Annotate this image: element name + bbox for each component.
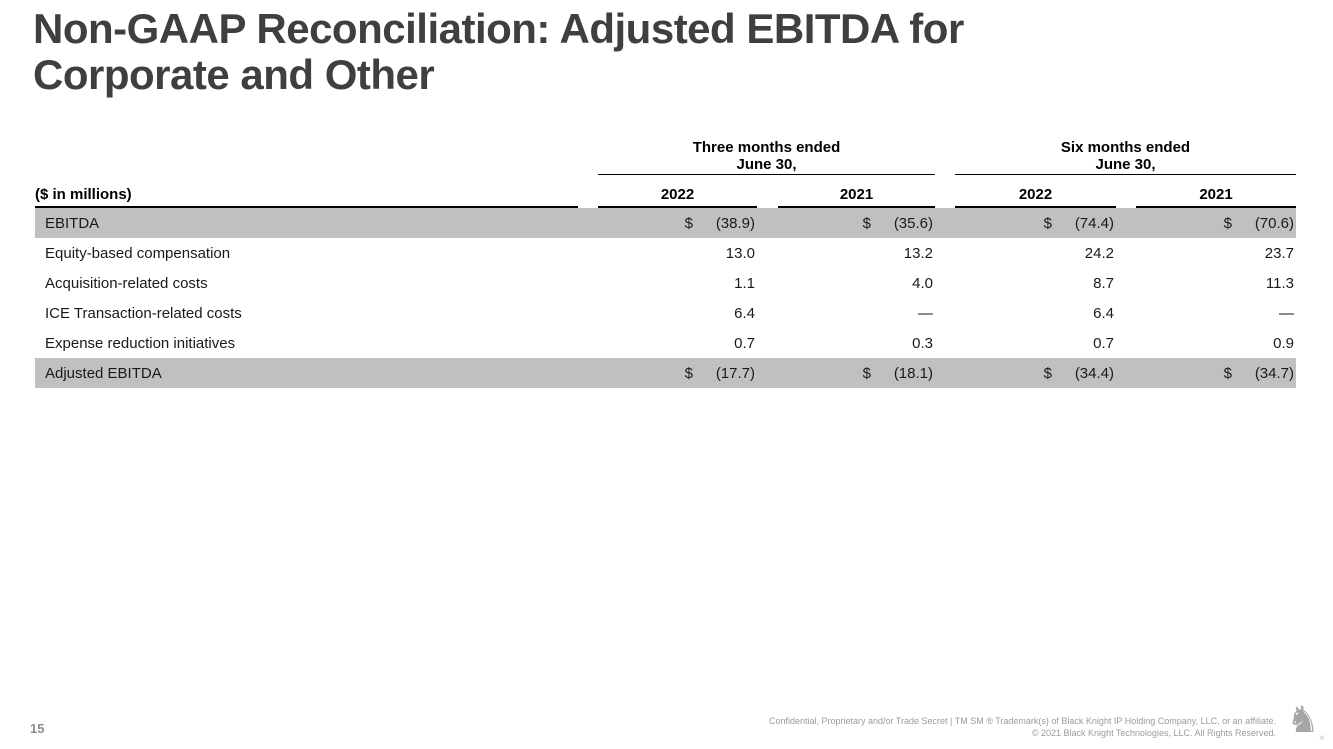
cell-value: (34.4) [1074, 364, 1114, 382]
cell-value: 0.9 [1273, 334, 1294, 352]
cell-value: 1.1 [734, 274, 755, 292]
table-row: Adjusted EBITDA $ (17.7) $ (18.1) $ (34.4) … [35, 358, 1296, 388]
cell-value: 6.4 [1093, 304, 1114, 322]
cell-6mo-2021: $ (34.7) [1136, 365, 1296, 382]
cell-value: 6.4 [734, 304, 755, 322]
currency-symbol: $ [684, 214, 693, 232]
table-row: Expense reduction initiatives 0.7 0.3 0.… [35, 328, 1296, 358]
row-label: Acquisition-related costs [45, 274, 208, 292]
cell-3mo-2021: 13.2 [778, 245, 935, 262]
currency-symbol: $ [684, 364, 693, 382]
cell-value: (35.6) [893, 214, 933, 232]
row-label: Equity-based compensation [45, 244, 231, 262]
cell-3mo-2021: — [778, 305, 935, 322]
cell-3mo-2021: $ (35.6) [778, 215, 935, 232]
currency-symbol: $ [1043, 214, 1052, 232]
cell-value: 0.3 [912, 334, 933, 352]
column-group-six-months-line2: June 30, [1095, 156, 1156, 173]
currency-symbol: $ [1223, 364, 1232, 382]
reconciliation-table: Three months ended June 30, Six months e… [35, 131, 1296, 388]
units-label: ($ in millions) [35, 175, 578, 208]
page-title: Non-GAAP Reconciliation: Adjusted EBITDA… [33, 5, 1273, 99]
cell-value: 24.2 [1084, 244, 1114, 262]
footer-disclaimer-line1: Confidential, Proprietary and/or Trade S… [768, 715, 1276, 726]
year-header-row: ($ in millions) 2022 2021 2022 2021 [35, 175, 1296, 208]
row-label: Expense reduction initiatives [45, 334, 236, 352]
cell-6mo-2022: $ (34.4) [955, 365, 1116, 382]
column-group-header-row: Three months ended June 30, Six months e… [35, 131, 1296, 175]
column-group-three-months-line1: Three months ended [692, 139, 841, 156]
column-group-three-months-line2: June 30, [736, 156, 797, 173]
column-group-six-months-line1: Six months ended [1060, 139, 1191, 156]
cell-6mo-2021: — [1136, 305, 1296, 322]
cell-value: 23.7 [1264, 244, 1294, 262]
table-row: ICE Transaction-related costs 6.4 — 6.4 … [35, 298, 1296, 328]
cell-6mo-2021: 0.9 [1136, 335, 1296, 352]
year-header-3mo-2022: 2022 [598, 175, 757, 208]
year-header-6mo-2022: 2022 [955, 175, 1116, 208]
cell-6mo-2022: 0.7 [955, 335, 1116, 352]
cell-value: 0.7 [1093, 334, 1114, 352]
footer-disclaimer-line2: © 2021 Black Knight Technologies, LLC. A… [1031, 727, 1276, 738]
cell-3mo-2022: 13.0 [598, 245, 757, 262]
cell-3mo-2021: 0.3 [778, 335, 935, 352]
year-header-6mo-2021: 2021 [1136, 175, 1296, 208]
row-label: Adjusted EBITDA [45, 364, 162, 382]
cell-6mo-2022: 8.7 [955, 275, 1116, 292]
cell-value: 13.0 [725, 244, 755, 262]
page-number: 15 [30, 721, 45, 736]
cell-3mo-2022: $ (38.9) [598, 215, 757, 232]
cell-3mo-2021: 4.0 [778, 275, 935, 292]
currency-symbol: $ [1223, 214, 1232, 232]
table-row: Equity-based compensation 13.0 13.2 24.2… [35, 238, 1296, 268]
table-body: EBITDA $ (38.9) $ (35.6) $ (74.4) $ (70.6) E… [35, 208, 1296, 388]
cell-6mo-2022: 24.2 [955, 245, 1116, 262]
cell-value: (74.4) [1074, 214, 1114, 232]
cell-3mo-2022: 1.1 [598, 275, 757, 292]
black-knight-logo-glyph: ♞ [1286, 698, 1320, 741]
registered-trademark-icon: ® [1319, 735, 1325, 742]
currency-symbol: $ [1043, 364, 1052, 382]
cell-value: (38.9) [715, 214, 755, 232]
cell-6mo-2022: $ (74.4) [955, 215, 1116, 232]
currency-symbol: $ [862, 214, 871, 232]
cell-value: 4.0 [912, 274, 933, 292]
cell-6mo-2021: $ (70.6) [1136, 215, 1296, 232]
table-row: EBITDA $ (38.9) $ (35.6) $ (74.4) $ (70.6) [35, 208, 1296, 238]
cell-value: 11.3 [1265, 274, 1294, 292]
table-row: Acquisition-related costs 1.1 4.0 8.7 11… [35, 268, 1296, 298]
cell-value: (18.1) [893, 364, 933, 382]
cell-6mo-2022: 6.4 [955, 305, 1116, 322]
cell-3mo-2022: 6.4 [598, 305, 757, 322]
cell-3mo-2022: 0.7 [598, 335, 757, 352]
row-label: ICE Transaction-related costs [45, 304, 242, 322]
cell-value: 0.7 [734, 334, 755, 352]
row-label: EBITDA [45, 214, 100, 232]
cell-value: (34.7) [1254, 364, 1294, 382]
cell-value: — [918, 304, 933, 322]
page-title-line2: Corporate and Other [33, 51, 435, 99]
cell-6mo-2021: 23.7 [1136, 245, 1296, 262]
page-title-line1: Non-GAAP Reconciliation: Adjusted EBITDA… [33, 5, 964, 52]
cell-value: 13.2 [903, 244, 933, 262]
currency-symbol: $ [862, 364, 871, 382]
footer-disclaimer: Confidential, Proprietary and/or Trade S… [769, 715, 1276, 739]
cell-3mo-2022: $ (17.7) [598, 365, 757, 382]
cell-3mo-2021: $ (18.1) [778, 365, 935, 382]
year-header-3mo-2021: 2021 [778, 175, 935, 208]
cell-6mo-2021: 11.3 [1136, 275, 1296, 292]
cell-value: — [1279, 304, 1294, 322]
black-knight-logo-icon: ♞ ® [1281, 698, 1325, 744]
column-group-three-months: Three months ended June 30, [598, 131, 935, 175]
cell-value: (17.7) [715, 364, 755, 382]
cell-value: (70.6) [1254, 214, 1294, 232]
column-group-six-months: Six months ended June 30, [955, 131, 1296, 175]
cell-value: 8.7 [1093, 274, 1114, 292]
